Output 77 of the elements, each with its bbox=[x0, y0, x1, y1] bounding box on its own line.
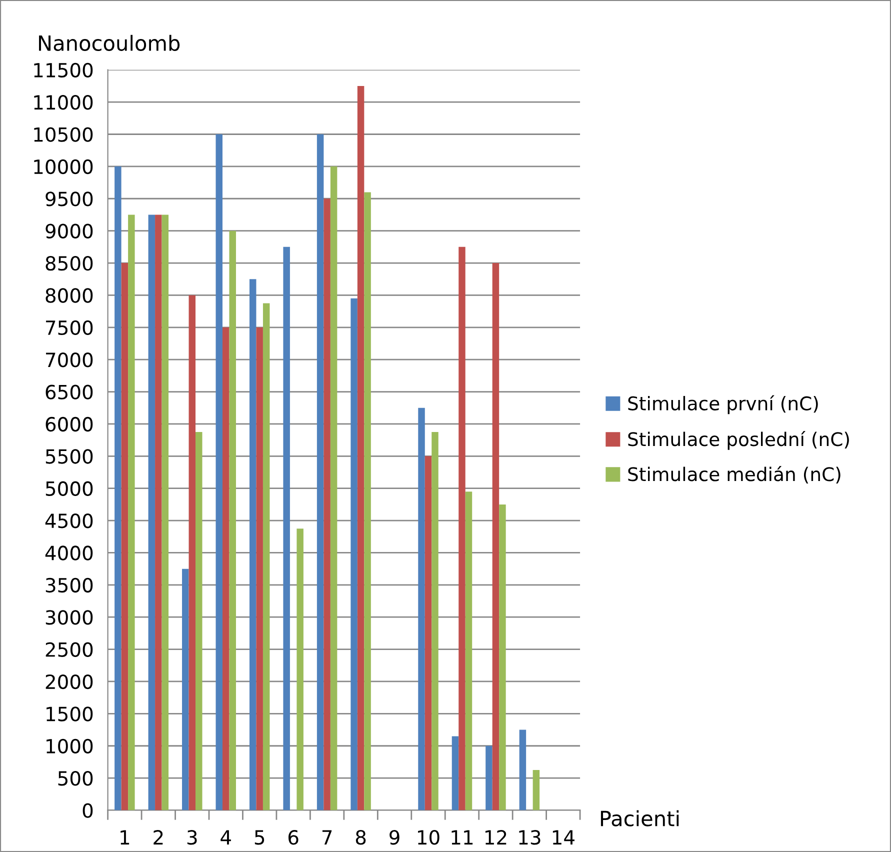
x-tick-label: 5 bbox=[254, 830, 264, 845]
y-tick-label: 0 bbox=[82, 803, 93, 818]
x-tick-label: 2 bbox=[154, 830, 163, 844]
bar bbox=[350, 298, 358, 810]
bar bbox=[114, 166, 122, 810]
bar bbox=[182, 568, 189, 810]
bar bbox=[465, 492, 472, 810]
bar bbox=[121, 263, 128, 810]
bar bbox=[330, 166, 338, 810]
x-tick-label: 8 bbox=[356, 830, 366, 845]
bar bbox=[155, 214, 162, 810]
y-tick-label: 9000 bbox=[46, 224, 93, 238]
y-tick-label: 11000 bbox=[34, 95, 93, 110]
y-tick-label: 500 bbox=[58, 771, 93, 786]
bar bbox=[458, 246, 466, 810]
bar bbox=[486, 746, 492, 810]
bar bbox=[492, 263, 500, 810]
bar bbox=[424, 456, 432, 810]
x-tick-label: 11 bbox=[452, 830, 473, 844]
x-tick-label: 12 bbox=[485, 830, 506, 844]
bar bbox=[196, 432, 202, 810]
y-tick-label: 4500 bbox=[45, 513, 93, 528]
y-tick-label: 8500 bbox=[46, 256, 93, 271]
x-tick-label: 13 bbox=[519, 830, 540, 845]
bar bbox=[316, 134, 324, 810]
bar bbox=[216, 134, 222, 810]
y-tick-label: 5500 bbox=[46, 449, 93, 464]
bar bbox=[229, 230, 236, 810]
y-tick-label: 3500 bbox=[46, 578, 93, 593]
x-tick-label: 7 bbox=[322, 830, 332, 844]
bar bbox=[188, 295, 196, 810]
y-tick-label: 2000 bbox=[46, 674, 93, 690]
y-tick-label: 4000 bbox=[45, 546, 93, 560]
bar bbox=[256, 327, 263, 810]
y-tick-label: 5000 bbox=[46, 481, 93, 496]
y-tick-label: 1500 bbox=[46, 706, 93, 722]
bar bbox=[519, 730, 526, 810]
bar bbox=[499, 504, 506, 810]
bar bbox=[162, 214, 169, 810]
y-tick-label: 2500 bbox=[46, 642, 93, 657]
x-tick-label: 3 bbox=[187, 830, 197, 845]
bar bbox=[262, 303, 270, 810]
x-tick-label: 4 bbox=[220, 830, 231, 844]
y-tick-label: 6000 bbox=[46, 416, 93, 432]
y-tick-label: 9500 bbox=[46, 192, 93, 206]
y-tick-label: 3000 bbox=[46, 610, 93, 625]
legend-label: Stimulace poslední (nC) bbox=[628, 430, 849, 450]
y-tick-label: 7500 bbox=[46, 320, 93, 336]
y-tick-label: 1000 bbox=[46, 738, 93, 754]
bar bbox=[283, 246, 290, 810]
bar bbox=[222, 327, 230, 810]
x-tick-label: 1 bbox=[120, 830, 130, 844]
x-tick-label: 9 bbox=[390, 830, 400, 845]
x-tick-label: 6 bbox=[288, 830, 298, 845]
bar bbox=[249, 279, 256, 810]
bar bbox=[128, 214, 135, 810]
bar bbox=[357, 86, 364, 810]
y-tick-label: 7000 bbox=[46, 352, 93, 368]
y-tick-label: 6500 bbox=[46, 384, 93, 400]
y-tick-label: 10000 bbox=[34, 159, 93, 174]
bar bbox=[324, 198, 330, 810]
x-tick-label: 14 bbox=[552, 830, 574, 844]
bar bbox=[432, 432, 438, 810]
bar bbox=[148, 214, 156, 810]
y-tick-label: 11500 bbox=[34, 62, 93, 78]
y-axis-title: Nanocoulomb bbox=[39, 34, 180, 52]
bar bbox=[364, 192, 371, 810]
bar bbox=[296, 528, 304, 810]
bar bbox=[418, 408, 425, 810]
y-tick-label: 8000 bbox=[46, 288, 93, 303]
bar bbox=[452, 736, 459, 810]
legend-label: Stimulace první (nC) bbox=[628, 395, 818, 414]
bar bbox=[532, 770, 540, 810]
legend-label: Stimulace medián (nC) bbox=[628, 466, 840, 484]
x-tick-label: 10 bbox=[418, 830, 440, 845]
x-axis-title: Pacienti bbox=[600, 810, 679, 826]
y-tick-label: 10500 bbox=[34, 127, 93, 142]
